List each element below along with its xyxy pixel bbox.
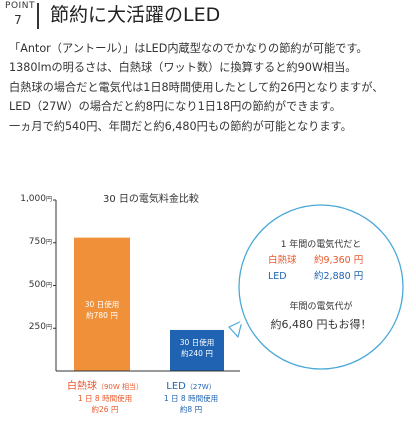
bar-data-label: 30 日使用 約240 円 bbox=[179, 337, 215, 358]
paragraph-line: 白熱球の場合だと電気代は1日8時間使用したとして約26円となりますが、 bbox=[9, 80, 384, 94]
description-paragraph: 「Antor（アントール）」はLED内蔵型なのでかなりの節約が可能です。 138… bbox=[9, 39, 409, 136]
bubble-saving-label: 年間の電気代が bbox=[289, 302, 353, 312]
y-tick-label: 750円 bbox=[28, 236, 52, 247]
bar-data-label: 30 日使用 約780 円 bbox=[84, 299, 120, 320]
y-tick-marks bbox=[53, 199, 56, 329]
paragraph-line: 一ヵ月で約540円、年間だと約6,480円もの節約が可能となります。 bbox=[9, 119, 352, 133]
bar-led bbox=[170, 329, 224, 371]
point-divider bbox=[37, 3, 39, 29]
paragraph-line: LED（27W）の場合だと約8円になり1日18円の節約ができます。 bbox=[9, 100, 341, 114]
x-category-label: LED（27W） 1 日 8 時間使用 約8 円 bbox=[163, 381, 219, 415]
point-label: POINT bbox=[5, 1, 35, 11]
bubble-title: 1 年間の電気代だと bbox=[280, 240, 362, 250]
page-title: 節約に大活躍のLED bbox=[50, 4, 221, 26]
paragraph-line: 1380lmの明るさは、白熱球（ワット数）に換算すると約90W相当。 bbox=[9, 61, 357, 75]
x-category-label: 白熱球（90W 相当） 1 日 8 時間使用 約26 円 bbox=[66, 381, 144, 415]
bubble-circle bbox=[238, 204, 404, 370]
point-number: 7 bbox=[14, 13, 22, 27]
bar-incandescent bbox=[74, 237, 130, 371]
bubble-row-incandescent: 白熱球 約9,360 円 bbox=[268, 255, 364, 266]
y-tick-label: 250円 bbox=[28, 322, 52, 333]
chart-title: 30 日の電気料金比較 bbox=[103, 194, 199, 205]
y-tick-label: 500円 bbox=[28, 279, 52, 290]
bubble-row-led: LED 約2,880 円 bbox=[268, 271, 364, 282]
y-tick-label: 1,000円 bbox=[20, 194, 52, 204]
bubble-saving-value: 約6,480 円もお得！ bbox=[270, 318, 372, 331]
bubble-pointer bbox=[228, 320, 243, 338]
paragraph-line: 「Antor（アントール）」はLED内蔵型なのでかなりの節約が可能です。 bbox=[9, 42, 368, 55]
